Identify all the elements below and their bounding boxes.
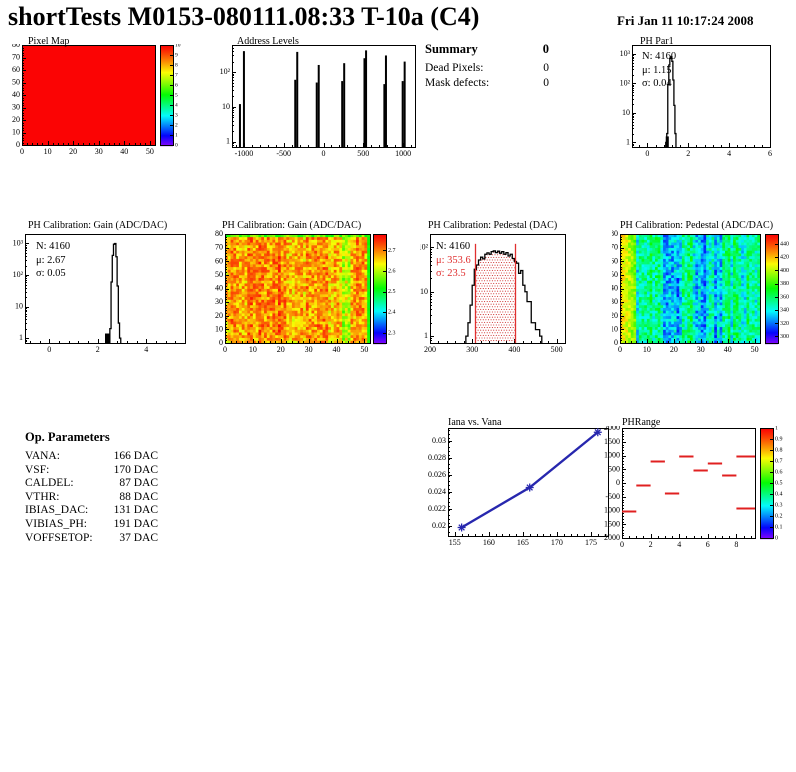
op-parameter-value: 88 DAC (119, 490, 158, 503)
op-parameter-row: VSF: 170 DAC (25, 464, 158, 478)
gain-map-canvas (213, 230, 413, 360)
stat-sigma: σ: 23.5 (436, 268, 466, 279)
pedestal-hist-stats: N: 4160 μ: 353.6 σ: 23.5 (436, 240, 471, 281)
gain-hist-plot: PH Calibration: Gain (ADC/DAC) N: 4160 μ… (0, 218, 212, 360)
pixel-map-title: Pixel Map (28, 36, 70, 47)
stat-n: N: 4160 (436, 241, 471, 252)
iana-vs-vana-canvas (420, 426, 615, 554)
pedestal-map-title: PH Calibration: Pedestal (ADC/DAC) (620, 220, 774, 231)
op-parameter-label: VIBIAS_PH: (25, 517, 87, 530)
ph-range-canvas (593, 426, 796, 557)
gain-hist-canvas (0, 230, 212, 360)
op-parameters-rows: VANA: 166 DAC VSF: 170 DAC CALDEL: 87 DAC VTHR… (25, 450, 158, 545)
op-parameter-row: VIBIAS_PH: 191 DAC (25, 518, 158, 532)
summary-row: Mask defects: 0 (425, 76, 549, 91)
pedestal-hist-canvas (420, 230, 620, 360)
op-parameter-value: 166 DAC (113, 450, 158, 462)
ph-par1-plot: PH Par1 N: 4160 μ: 1.15 σ: 0.04 (612, 36, 796, 160)
pedestal-hist-title: PH Calibration: Pedestal (DAC) (428, 220, 558, 231)
summary-row: Dead Pixels: 0 (425, 61, 549, 76)
ph-par1-stats: N: 4160 μ: 1.15 σ: 0.04 (642, 50, 676, 91)
op-parameter-value: 191 DAC (113, 517, 158, 530)
iana-vs-vana-plot: Iana vs. Vana (420, 408, 615, 554)
op-parameter-label: VTHR: (25, 490, 60, 503)
pedestal-map-plot: PH Calibration: Pedestal (ADC/DAC) (612, 218, 796, 360)
page-timestamp: Fri Jan 11 10:17:24 2008 (617, 13, 754, 28)
op-parameter-value: 87 DAC (119, 477, 158, 490)
stat-mu: μ: 1.15 (642, 64, 672, 76)
gain-hist-stats: N: 4160 μ: 2.67 σ: 0.05 (36, 240, 70, 281)
summary-rows: Dead Pixels: 0 Mask defects: 0 (425, 61, 549, 91)
iana-vs-vana-title: Iana vs. Vana (448, 417, 502, 428)
page-title: shortTests M0153-080111.08:33 T-10a (C4) (8, 2, 480, 31)
summary-value: 0 (543, 77, 549, 89)
stat-mu: μ: 2.67 (36, 254, 66, 266)
address-levels-title: Address Levels (237, 36, 299, 47)
gain-map-plot: PH Calibration: Gain (ADC/DAC) (213, 218, 413, 360)
stat-sigma: σ: 0.05 (36, 268, 66, 279)
op-parameter-label: VSF: (25, 463, 50, 476)
pedestal-map-canvas (612, 230, 796, 360)
gain-hist-title: PH Calibration: Gain (ADC/DAC) (28, 220, 168, 231)
pedestal-hist-plot: PH Calibration: Pedestal (DAC) N: 4160 μ… (420, 218, 620, 360)
summary-header-value: 0 (542, 42, 549, 56)
op-parameter-label: IBIAS_DAC: (25, 504, 89, 517)
op-parameter-row: VOFFSETOP: 37 DAC (25, 532, 158, 546)
summary-title: Summary (425, 42, 478, 56)
address-levels-canvas (200, 44, 440, 158)
summary-block: Summary 0 Dead Pixels: 0 Mask defects: 0 (425, 42, 549, 91)
summary-label: Dead Pixels: (425, 62, 484, 74)
ph-range-title: PHRange (622, 417, 661, 428)
pixel-map-canvas (0, 44, 195, 158)
stat-n: N: 4160 (36, 241, 71, 252)
ph-par1-title: PH Par1 (640, 36, 674, 47)
op-parameter-row: VTHR: 88 DAC (25, 491, 158, 505)
op-parameter-label: CALDEL: (25, 477, 74, 490)
pixel-map-plot: Pixel Map (0, 36, 195, 160)
stat-n: N: 4160 (642, 51, 677, 62)
stat-sigma: σ: 0.04 (642, 78, 672, 89)
summary-label: Mask defects: (425, 77, 490, 89)
op-parameter-label: VOFFSETOP: (25, 531, 93, 544)
op-parameter-row: IBIAS_DAC: 131 DAC (25, 504, 158, 518)
stat-mu: μ: 353.6 (436, 254, 471, 266)
op-parameter-row: CALDEL: 87 DAC (25, 477, 158, 491)
op-parameter-value: 170 DAC (113, 463, 158, 476)
op-parameter-row: VANA: 166 DAC (25, 450, 158, 464)
gain-map-title: PH Calibration: Gain (ADC/DAC) (222, 220, 362, 231)
ph-par1-canvas (612, 44, 796, 158)
address-levels-plot: Address Levels (200, 36, 440, 160)
op-parameter-value: 37 DAC (119, 531, 158, 544)
op-parameters-title: Op. Parameters (25, 430, 110, 444)
op-parameters-block: Op. Parameters VANA: 166 DAC VSF: 170 DAC CA… (25, 430, 158, 545)
op-parameter-value: 131 DAC (113, 504, 158, 517)
ph-range-plot: PHRange (593, 408, 796, 557)
op-parameter-label: VANA: (25, 450, 60, 462)
summary-value: 0 (543, 62, 549, 74)
